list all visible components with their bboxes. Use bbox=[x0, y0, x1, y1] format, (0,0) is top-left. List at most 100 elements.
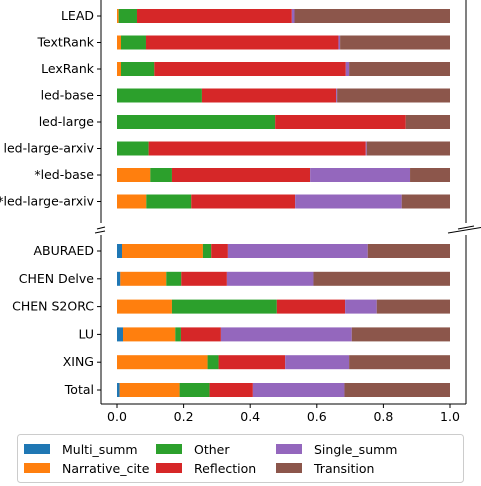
bar-segment bbox=[181, 271, 227, 286]
bar-segment bbox=[148, 141, 366, 156]
bar-segment bbox=[226, 271, 314, 286]
legend-swatch bbox=[24, 444, 50, 454]
category-label: led-large bbox=[39, 114, 95, 129]
legend-label: Transition bbox=[313, 461, 374, 476]
bar-segment bbox=[351, 327, 450, 342]
bar-segment bbox=[136, 9, 292, 23]
legend-swatch bbox=[156, 444, 182, 454]
bar-segment bbox=[410, 168, 450, 182]
category-label: *led-base bbox=[34, 167, 94, 182]
bar-segment bbox=[349, 62, 450, 76]
x-tick-label: 0.2 bbox=[174, 409, 194, 424]
legend-swatch bbox=[156, 463, 182, 473]
bar-segment bbox=[117, 88, 202, 103]
bar-segment bbox=[191, 194, 296, 209]
bar-segment bbox=[117, 244, 122, 258]
bar-segment bbox=[336, 88, 338, 103]
category-label: ABURAED bbox=[33, 243, 94, 258]
x-tick-label: 0.6 bbox=[307, 409, 327, 424]
legend-swatch bbox=[276, 444, 302, 454]
category-label: CHEN S2ORC bbox=[12, 299, 94, 314]
bar-segment bbox=[365, 141, 367, 156]
legend-label: Single_summ bbox=[314, 442, 397, 457]
bar-segment bbox=[120, 35, 146, 50]
category-label: led-base bbox=[41, 88, 95, 103]
bar-segment bbox=[252, 383, 345, 397]
bar-segment bbox=[310, 168, 411, 182]
bar-segment bbox=[180, 327, 221, 342]
bar-segment bbox=[171, 168, 311, 182]
bar-segment bbox=[295, 194, 402, 209]
x-tick-label: 0.4 bbox=[240, 409, 260, 424]
bar-segment bbox=[405, 115, 450, 129]
bar-segment bbox=[209, 383, 253, 397]
x-tick-label: 0.8 bbox=[373, 409, 393, 424]
bar-segment bbox=[340, 35, 450, 50]
bar-segment bbox=[117, 271, 121, 286]
bar-segment bbox=[117, 168, 151, 182]
bar-segment bbox=[117, 115, 276, 129]
axis-break-mark bbox=[447, 226, 481, 234]
bar-segment bbox=[122, 327, 176, 342]
category-label: Total bbox=[64, 382, 94, 397]
bar-segment bbox=[207, 355, 219, 370]
bar-segment bbox=[117, 299, 172, 314]
bar-segment bbox=[344, 383, 450, 397]
legend-box bbox=[17, 434, 464, 483]
x-tick-label: 1.0 bbox=[440, 409, 460, 424]
bar-segment bbox=[117, 35, 121, 50]
bar-segment bbox=[120, 271, 167, 286]
bar-segment bbox=[367, 244, 450, 258]
bar-segment bbox=[220, 327, 352, 342]
bar-segment bbox=[150, 168, 172, 182]
bar-segment bbox=[291, 9, 295, 23]
bar-segment bbox=[201, 88, 337, 103]
bar-segment bbox=[166, 271, 182, 286]
bar-segment bbox=[227, 244, 368, 258]
legend-label: Narrative_cite bbox=[62, 461, 150, 476]
bar-segment bbox=[345, 299, 377, 314]
axis-break-mark bbox=[457, 225, 475, 230]
category-label: XING bbox=[63, 354, 94, 369]
bar-segment bbox=[313, 271, 450, 286]
category-label: *led-large-arxiv bbox=[0, 194, 95, 209]
bar-segment bbox=[337, 88, 450, 103]
category-label: CHEN Delve bbox=[19, 271, 95, 286]
bar-segment bbox=[276, 299, 346, 314]
axis-break-mark bbox=[94, 230, 106, 234]
bar-segment bbox=[202, 244, 212, 258]
bar-segment bbox=[345, 62, 350, 76]
bar-segment bbox=[211, 244, 228, 258]
legend-label: Multi_summ bbox=[62, 442, 138, 457]
category-label: LEAD bbox=[61, 8, 94, 23]
category-label: LexRank bbox=[41, 61, 95, 76]
bar-segment bbox=[401, 194, 450, 209]
bar-segment bbox=[121, 244, 203, 258]
bar-segment bbox=[117, 383, 120, 397]
bar-segment bbox=[338, 35, 341, 50]
bar-segment bbox=[145, 35, 339, 50]
bar-segment bbox=[117, 327, 123, 342]
bar-segment bbox=[175, 327, 181, 342]
category-label: led-large-arxiv bbox=[3, 141, 94, 156]
bar-segment bbox=[117, 62, 121, 76]
axis-break-mark bbox=[96, 226, 106, 230]
legend-swatch bbox=[276, 463, 302, 473]
bar-segment bbox=[117, 9, 119, 23]
bar-segment bbox=[294, 9, 450, 23]
legend-label: Other bbox=[194, 442, 230, 457]
bar-segment bbox=[376, 299, 450, 314]
bar-segment bbox=[117, 355, 208, 370]
bar-segment bbox=[285, 355, 350, 370]
bar-segment bbox=[171, 299, 277, 314]
x-tick-label: 0.0 bbox=[107, 409, 127, 424]
bar-segment bbox=[275, 115, 406, 129]
bar-segment bbox=[154, 62, 346, 76]
legend-label: Reflection bbox=[194, 461, 256, 476]
bar-segment bbox=[117, 194, 147, 209]
bar-segment bbox=[118, 9, 137, 23]
bar-segment bbox=[179, 383, 210, 397]
bar-segment bbox=[146, 194, 192, 209]
bar-segment bbox=[117, 141, 149, 156]
